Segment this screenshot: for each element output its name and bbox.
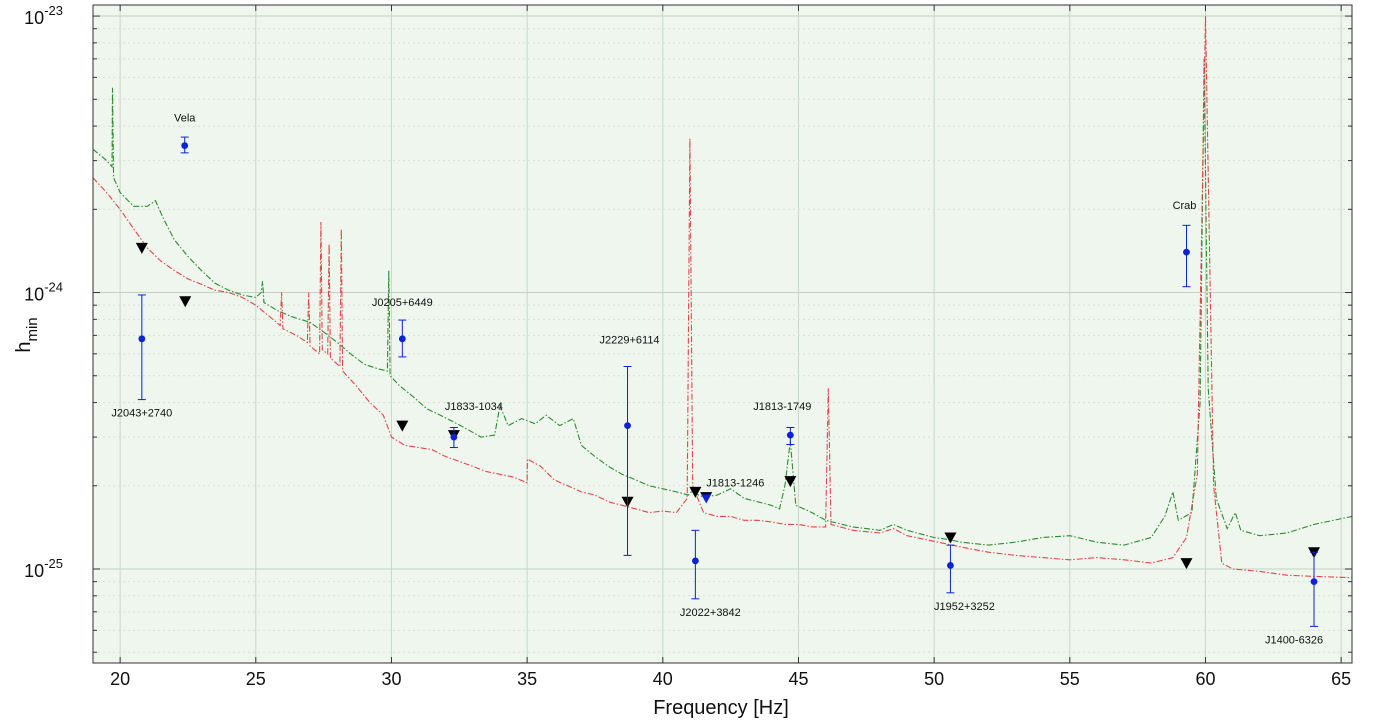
- upper-limit-triangle: [944, 532, 957, 544]
- x-axis-label: Frequency [Hz]: [653, 697, 789, 719]
- y-tick-label-base: 10: [24, 8, 44, 28]
- pulsar-label: J1400-6326: [1265, 634, 1323, 646]
- upper-limit-triangle: [396, 420, 409, 432]
- pulsar-point: [450, 433, 458, 441]
- y-tick-label: 10-24: [24, 280, 63, 305]
- x-tick-label: 30: [381, 669, 401, 689]
- pulsar-label: J1813-1246: [706, 477, 764, 489]
- axis-ticks: [93, 5, 1352, 663]
- upper-limit-triangle: [179, 296, 192, 308]
- upper-limit-triangle: [135, 242, 148, 254]
- pulsar-point: [947, 562, 954, 569]
- pulsar-point: [1310, 578, 1318, 586]
- x-tick-label: 65: [1331, 669, 1351, 689]
- upper-limit-triangle: [784, 476, 797, 488]
- y-tick-label-exponent: -23: [44, 3, 63, 18]
- y-axis-label: hmin: [13, 317, 41, 352]
- pulsar-point: [691, 557, 699, 565]
- sensitivity-curve-green: [92, 58, 1353, 546]
- x-tick-label: 60: [1195, 669, 1215, 689]
- pulsar-point: [786, 431, 794, 439]
- x-tick-label: 25: [246, 669, 266, 689]
- pulsar-labels: Vela J2043+2740 J0205+6449 J1833-1034 J2229+…: [111, 113, 1323, 647]
- pulsar-label: J1813-1749: [753, 401, 811, 413]
- plot-frame: [92, 4, 1353, 664]
- y-tick-label-exponent: -24: [44, 280, 63, 295]
- sensitivity-curves: [92, 16, 1353, 579]
- pulsar-point: [701, 494, 712, 504]
- pulsar-label: J1952+3252: [934, 601, 995, 613]
- y-tick-label: 10-23: [24, 3, 63, 28]
- y-tick-label-base: 10: [24, 285, 44, 305]
- pulsar-label: J1833-1034: [445, 401, 503, 413]
- x-tick-label: 55: [1060, 669, 1080, 689]
- pulsar-label: J0205+6449: [372, 297, 433, 309]
- x-tick-label: 35: [517, 669, 537, 689]
- pulsar-label: Vela: [174, 113, 196, 125]
- sensitivity-curve-red: [92, 16, 1353, 579]
- data-markers: [135, 136, 1321, 627]
- pulsar-label: J2043+2740: [111, 408, 172, 420]
- pulsar-label: Crab: [1173, 200, 1197, 212]
- pulsar-point: [624, 422, 631, 430]
- y-tick-label-exponent: -25: [44, 556, 63, 571]
- x-tick-label: 40: [653, 669, 673, 689]
- x-tick-label: 50: [924, 669, 944, 689]
- pulsar-point: [1183, 248, 1190, 256]
- upper-limit-triangle: [689, 486, 702, 498]
- pulsar-label: J2022+3842: [680, 607, 741, 619]
- x-tick-label: 20: [110, 669, 130, 689]
- upper-limit-triangle: [1180, 558, 1193, 570]
- pulsar-point: [398, 335, 406, 343]
- y-tick-label: 10-25: [24, 556, 63, 581]
- grid: [93, 5, 1352, 663]
- pulsar-point: [138, 335, 146, 343]
- x-tick-label: 45: [788, 669, 808, 689]
- y-axis-label-subscript: min: [24, 317, 41, 341]
- x-tick-labels: 20 25 30 35 40 45 50 55 60 65: [110, 669, 1351, 689]
- y-tick-label-base: 10: [24, 561, 44, 581]
- plot-background: [93, 5, 1352, 663]
- pulsar-point: [181, 142, 189, 149]
- pulsar-label: J2229+6114: [600, 335, 660, 347]
